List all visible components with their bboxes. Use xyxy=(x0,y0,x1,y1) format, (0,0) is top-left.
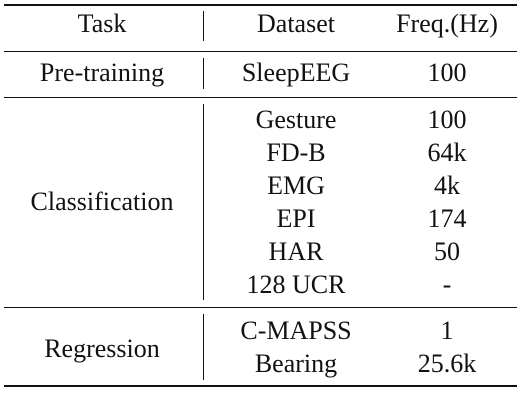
header-freq: Freq.(Hz) xyxy=(396,9,498,38)
group-rule xyxy=(4,307,517,309)
header-vertical-divider xyxy=(203,11,205,41)
dataset-cell: Bearing xyxy=(254,349,338,378)
dataset-cell: SleepEEG xyxy=(241,58,351,87)
freq-cell: - xyxy=(442,270,452,299)
freq-cell: 25.6k xyxy=(417,349,477,378)
freq-cell: 4k xyxy=(434,171,460,200)
dataset-cell: EPI xyxy=(276,204,316,233)
task-regression: Regression xyxy=(44,334,160,363)
dataset-cell: C-MAPSS xyxy=(240,316,352,345)
group-vertical-divider xyxy=(203,104,205,300)
dataset-cell: Gesture xyxy=(255,105,337,134)
dataset-cell: FD-B xyxy=(266,138,326,167)
dataset-cell: 128 UCR xyxy=(246,270,346,299)
task-pretraining: Pre-training xyxy=(39,58,165,87)
header-dataset: Dataset xyxy=(257,9,335,38)
freq-cell: 100 xyxy=(427,105,467,134)
freq-cell: 64k xyxy=(427,138,467,167)
table-bottom-rule xyxy=(4,385,517,387)
group-vertical-divider xyxy=(203,58,205,89)
group-vertical-divider xyxy=(203,314,205,380)
group-rule xyxy=(4,97,517,99)
task-classification: Classification xyxy=(30,187,174,216)
freq-cell: 1 xyxy=(440,316,454,345)
table-top-rule xyxy=(4,4,517,6)
dataset-cell: HAR xyxy=(268,237,324,266)
dataset-cell: EMG xyxy=(267,171,325,200)
freq-cell: 174 xyxy=(427,204,467,233)
header-rule xyxy=(4,51,517,53)
header-task: Task xyxy=(77,9,127,38)
freq-cell: 100 xyxy=(427,58,467,87)
freq-cell: 50 xyxy=(434,237,460,266)
